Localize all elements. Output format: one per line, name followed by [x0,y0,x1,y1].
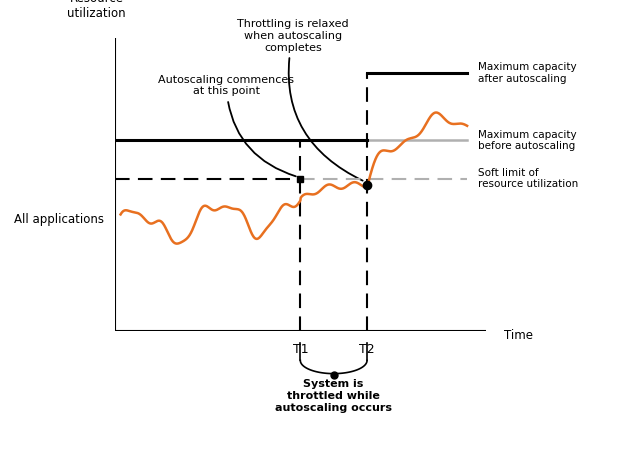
Text: Time: Time [504,329,533,342]
Text: T2: T2 [359,343,375,356]
Text: System is
throttled while
autoscaling occurs: System is throttled while autoscaling oc… [275,379,392,412]
Text: Maximum capacity
after autoscaling: Maximum capacity after autoscaling [478,62,577,84]
Text: Soft limit of
resource utilization: Soft limit of resource utilization [478,168,578,189]
Text: Resource
utilization: Resource utilization [67,0,126,20]
Text: Autoscaling commences
at this point: Autoscaling commences at this point [158,75,296,176]
Text: T1: T1 [293,343,308,356]
Text: Maximum capacity
before autoscaling: Maximum capacity before autoscaling [478,130,577,151]
Text: All applications: All applications [14,213,104,226]
Text: Throttling is relaxed
when autoscaling
completes: Throttling is relaxed when autoscaling c… [237,19,363,181]
